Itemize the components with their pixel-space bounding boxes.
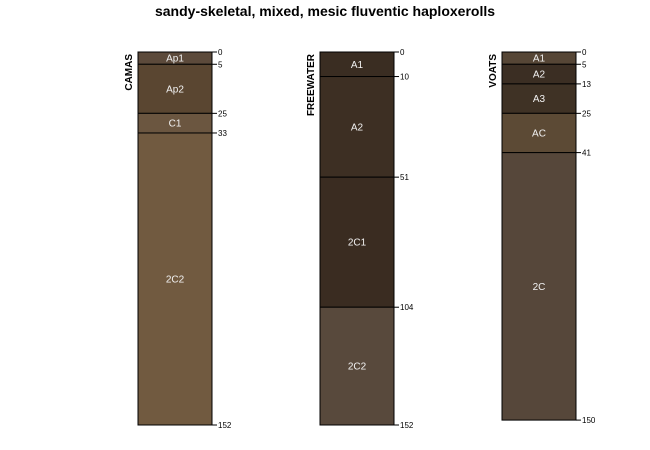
horizon-band <box>501 112 577 154</box>
horizon-label: A3 <box>533 94 546 105</box>
horizon-label: 2C1 <box>348 238 367 249</box>
depth-label: 41 <box>582 149 591 158</box>
horizon-label: A1 <box>351 60 364 71</box>
depth-label: 152 <box>400 421 414 430</box>
profile-name: VOATS <box>488 54 499 88</box>
depth-label: 25 <box>582 109 591 118</box>
depth-label: 33 <box>218 129 227 138</box>
soil-profile-camas: Ap1 Ap2 C1 2C2 0 5 25 33 152 CAMAS <box>124 48 232 430</box>
depth-label: 10 <box>400 73 409 82</box>
profile-name: CAMAS <box>124 54 135 91</box>
horizon-band <box>137 132 213 426</box>
horizon-band <box>501 152 577 421</box>
depth-label: 0 <box>400 48 405 57</box>
depth-label: 13 <box>582 80 591 89</box>
horizon-label: 2C2 <box>348 362 367 373</box>
depth-label: 152 <box>218 421 232 430</box>
chart-title: sandy-skeletal, mixed, mesic fluventic h… <box>154 3 496 19</box>
depth-label: 5 <box>582 60 587 69</box>
depth-label: 5 <box>218 60 223 69</box>
depth-label: 104 <box>400 303 414 312</box>
horizon-band <box>501 83 577 114</box>
soil-profile-voats: A1 A2 A3 AC 2C 0 5 13 25 41 150 VOATS <box>488 48 596 425</box>
horizon-band <box>319 176 395 308</box>
horizon-label: Ap1 <box>166 54 184 65</box>
horizon-label: A2 <box>351 122 364 133</box>
horizon-label: A1 <box>533 54 546 65</box>
profile-name: FREEWATER <box>306 53 317 116</box>
horizon-band <box>319 51 395 78</box>
depth-label: 150 <box>582 416 596 425</box>
depth-label: 0 <box>218 48 223 57</box>
horizon-label: AC <box>532 128 546 139</box>
horizon-label: A2 <box>533 70 546 81</box>
horizon-label: 2C <box>533 282 546 293</box>
depth-label: 25 <box>218 109 227 118</box>
horizon-label: 2C2 <box>166 274 185 285</box>
depth-label: 0 <box>582 48 587 57</box>
soil-profile-freewater: A1 A2 2C1 2C2 0 10 51 104 152 FREEWATER <box>306 48 414 430</box>
depth-label: 51 <box>400 173 409 182</box>
horizon-label: Ap2 <box>166 84 184 95</box>
horizon-band <box>319 76 395 178</box>
horizon-band <box>319 306 395 426</box>
horizon-label: C1 <box>169 119 182 130</box>
horizon-band <box>137 63 213 114</box>
